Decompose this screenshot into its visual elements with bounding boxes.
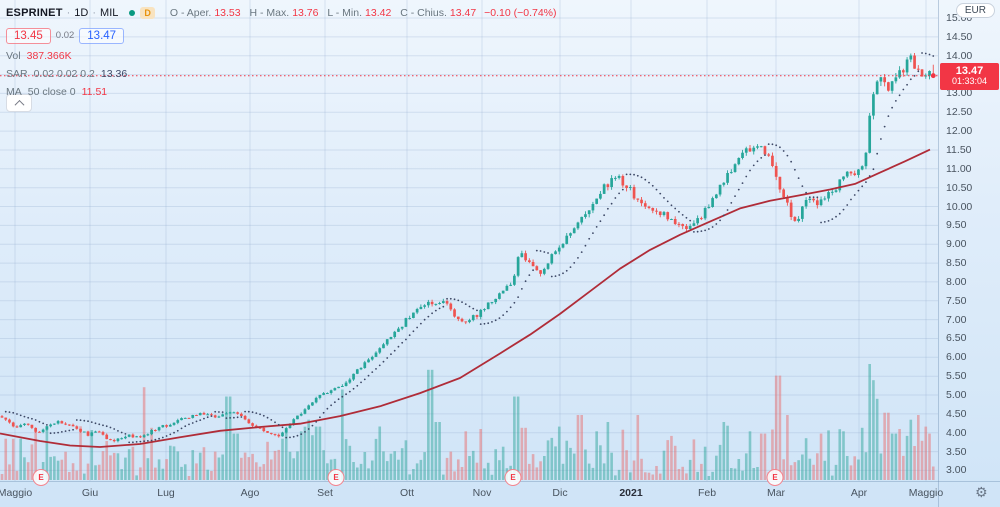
price-axis-label: 10.50: [946, 182, 973, 194]
time-axis-label: Feb: [697, 487, 717, 499]
time-axis-label: Giu: [81, 487, 99, 499]
high-label: H - Max.: [249, 6, 290, 19]
price-axis-label: 14.50: [946, 31, 973, 43]
sar-value: 13.36: [100, 68, 128, 80]
price-axis-label: 4.00: [946, 427, 967, 439]
interval-label[interactable]: 1D: [74, 6, 89, 19]
ask-price-button[interactable]: 13.47: [79, 27, 125, 44]
exchange-label[interactable]: MIL: [100, 6, 119, 19]
time-axis-label: 2021: [619, 487, 643, 499]
ma-indicator-label[interactable]: MA: [6, 86, 22, 98]
price-axis-label: 11.00: [946, 163, 972, 175]
sar-indicator-label[interactable]: SAR: [6, 68, 28, 80]
legend-collapse-button[interactable]: [6, 94, 32, 112]
price-axis-label: 13.00: [946, 87, 973, 99]
time-axis-label: Nov: [472, 487, 492, 499]
axis-settings-gear-icon[interactable]: ⚙: [975, 485, 988, 501]
time-axis-divider: [0, 481, 1000, 482]
price-axis-label: 8.50: [946, 257, 967, 269]
symbol-legend: ESPRINET · 1D · MIL D O - Aper. 13.53 H -…: [6, 5, 557, 99]
time-axis-label: Lug: [157, 487, 175, 499]
interval-badge: D: [140, 6, 155, 19]
price-axis-label: 5.50: [946, 370, 967, 382]
chevron-up-icon: [14, 99, 24, 110]
time-axis-label: Ott: [399, 487, 415, 499]
time-axis-label: Maggio: [908, 487, 944, 499]
time-axis-label: Set: [317, 487, 333, 499]
separator: ·: [92, 6, 97, 19]
symbol-name[interactable]: ESPRINET: [6, 6, 63, 19]
price-axis-divider: [938, 0, 939, 507]
time-axis-label: Apr: [850, 487, 868, 499]
price-axis-label: 3.50: [946, 446, 967, 458]
open-label: O - Aper.: [169, 6, 212, 19]
price-axis-label: 14.00: [946, 50, 973, 62]
last-price-label: 13.47 01:33:04: [940, 63, 999, 90]
high-value: 13.76: [292, 6, 319, 19]
spread-value: 0.02: [55, 30, 75, 41]
earnings-marker[interactable]: E: [504, 469, 522, 486]
price-axis-label: 11.50: [946, 144, 972, 156]
price-axis-label: 8.00: [946, 276, 967, 288]
time-axis-label: Mar: [766, 487, 786, 499]
ma-params: 50 close 0: [27, 86, 76, 98]
price-axis-label: 7.00: [946, 314, 967, 326]
bar-countdown: 01:33:04: [951, 76, 988, 87]
open-value: 13.53: [214, 6, 241, 19]
price-axis-label: 7.50: [946, 295, 967, 307]
separator: ·: [66, 6, 71, 19]
volume-value: 387.366K: [26, 50, 72, 62]
low-label: L - Min.: [327, 6, 363, 19]
ohlc-readout: O - Aper. 13.53 H - Max. 13.76 L - Min. 13.…: [164, 7, 557, 19]
change-value: −0.10 (−0.74%): [484, 6, 557, 19]
close-value: 13.47: [449, 6, 477, 19]
price-axis-label: 10.00: [946, 201, 973, 213]
price-axis-label: 12.00: [946, 125, 973, 137]
currency-toggle-button[interactable]: EUR: [955, 3, 995, 18]
volume-indicator-label[interactable]: Vol: [6, 50, 21, 62]
earnings-marker[interactable]: E: [327, 469, 345, 486]
time-axis-label: Maggio: [0, 487, 33, 499]
price-axis-label: 5.00: [946, 389, 967, 401]
earnings-marker[interactable]: E: [766, 469, 784, 486]
low-value: 13.42: [365, 6, 392, 19]
close-label: C - Chius.: [400, 6, 447, 19]
time-axis-label: Dic: [552, 487, 568, 499]
market-open-dot-icon: [129, 9, 136, 16]
price-axis-label: 9.00: [946, 238, 967, 250]
price-axis-label: 6.00: [946, 351, 967, 363]
bid-price-button[interactable]: 13.45: [6, 27, 51, 44]
price-axis-label: 4.50: [946, 408, 967, 420]
last-price-value: 13.47: [955, 65, 984, 77]
sar-params: 0.02 0.02 0.2: [33, 68, 95, 80]
earnings-marker[interactable]: E: [32, 469, 50, 486]
price-axis-label: 6.50: [946, 332, 967, 344]
price-axis-label: 3.00: [946, 464, 967, 476]
ma-value: 11.51: [81, 86, 108, 98]
time-axis-label: Ago: [240, 487, 260, 499]
price-axis-label: 9.50: [946, 219, 967, 231]
price-axis-label: 12.50: [946, 106, 973, 118]
